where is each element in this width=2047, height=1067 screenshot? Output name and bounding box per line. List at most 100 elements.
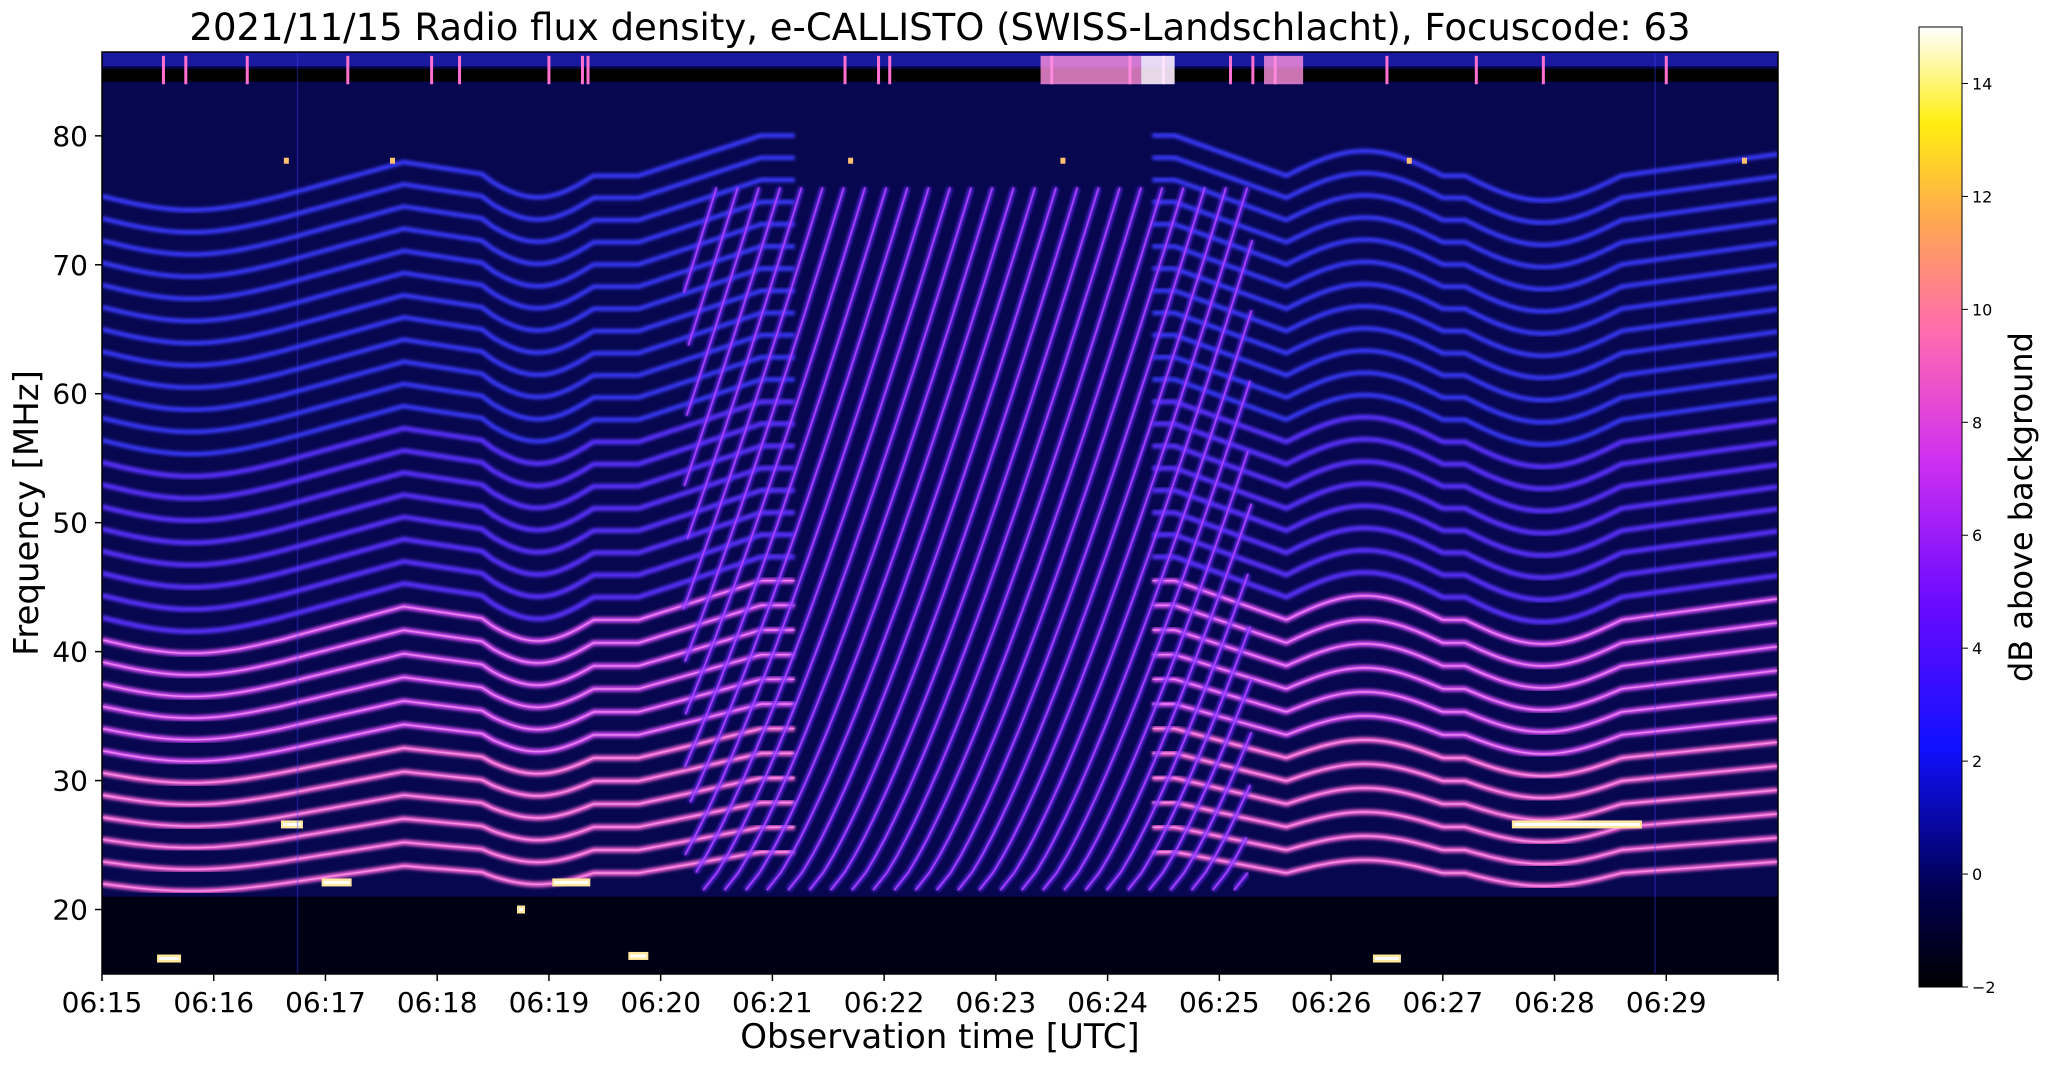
interference-band <box>1152 244 1778 314</box>
x-axis-label: Observation time [UTC] <box>740 1017 1139 1057</box>
y-tick-label: 30 <box>52 765 88 798</box>
interference-band <box>1152 399 1778 470</box>
diagonal-stripe-core <box>957 187 1227 891</box>
y-tick-label: 70 <box>52 249 88 282</box>
colorbar-axis: −2 0 2 4 6 8 10 12 14 <box>1962 74 1996 997</box>
y-tick-label: 60 <box>52 378 88 411</box>
interference-band <box>1152 510 1778 581</box>
interference-band-core <box>1152 727 1778 777</box>
interference-band <box>1152 554 1778 625</box>
interference-band-core <box>102 851 795 892</box>
diagonal-stripe-core <box>1169 731 1253 891</box>
x-axis: 06:15 06:16 06:17 06:18 06:19 06:20 06:21 06:22… <box>62 974 1779 1019</box>
diagonal-stripe-core <box>702 187 973 891</box>
bright-spot-core <box>159 957 180 961</box>
diagonal-stripe-core <box>1063 450 1249 891</box>
y-tick-label: 40 <box>52 636 88 669</box>
interference-band-core <box>102 604 795 676</box>
interference-band <box>102 177 795 257</box>
interference-band <box>102 554 795 635</box>
x-tick-label: 06:15 <box>62 986 143 1019</box>
y-axis-label: Frequency [MHz] <box>7 370 47 656</box>
marker-78mhz <box>1741 157 1747 164</box>
interference-band-core <box>1152 777 1778 821</box>
top-fleck <box>1664 55 1668 85</box>
x-tick-label: 06:21 <box>732 986 813 1019</box>
interference-band <box>102 377 795 457</box>
bright-spot-core <box>1513 822 1640 826</box>
colorbar-tick-label: 12 <box>1972 187 1992 206</box>
diagonal-stripe-core <box>744 187 1015 891</box>
diagonal-stripe-core <box>685 187 760 417</box>
interference-band-core <box>102 752 795 806</box>
diagonal-stripe-core <box>829 187 1100 891</box>
diagonal-stripe-core <box>787 187 1057 891</box>
interference-band <box>102 532 795 612</box>
diagonal-stripe-core <box>684 187 845 663</box>
marker-78mhz <box>390 157 396 164</box>
top-fleck <box>586 55 590 85</box>
top-dark-band <box>102 68 1778 82</box>
interference-band-core <box>1152 604 1778 667</box>
diagonal-stripe-core <box>1084 503 1253 891</box>
interference-band <box>1152 443 1778 514</box>
x-tick-label: 06:18 <box>397 986 478 1019</box>
interference-band-core <box>1152 580 1778 645</box>
interference-band-core <box>1152 654 1778 711</box>
top-fleck <box>1229 55 1233 85</box>
diagonal-stripe-core <box>935 187 1206 891</box>
colorbar-tick-label: 10 <box>1972 300 1992 319</box>
diagonal-stripe-core <box>687 187 739 346</box>
interference-band <box>1152 487 1778 558</box>
interference-band <box>102 155 795 235</box>
top-fleck <box>1541 55 1545 85</box>
interference-band <box>102 487 795 568</box>
marker-78mhz <box>283 157 289 164</box>
colorbar-tick-label: 2 <box>1972 752 1982 771</box>
interference-band <box>102 310 795 390</box>
diagonal-stripe-core <box>872 187 1142 891</box>
interference-band <box>102 288 795 368</box>
x-tick-label: 06:27 <box>1402 986 1483 1019</box>
top-burst-block <box>1264 55 1304 85</box>
colorbar-label: dB above background <box>2002 332 2040 682</box>
interference-band-core <box>102 777 795 827</box>
top-edge-band <box>102 52 1778 67</box>
interference-band <box>102 421 795 501</box>
x-tick-label: 06:19 <box>509 986 590 1019</box>
x-tick-label: 06:20 <box>620 986 701 1019</box>
diagonal-stripe-core <box>683 187 781 487</box>
interference-band <box>102 332 795 412</box>
interference-band <box>1152 355 1778 425</box>
diagonal-stripe-core <box>695 187 951 874</box>
x-tick-label: 06:26 <box>1291 986 1372 1019</box>
diagonal-stripe-core <box>1211 837 1248 891</box>
interference-band-core <box>1152 851 1778 887</box>
interference-band <box>1152 288 1778 359</box>
top-fleck <box>1474 55 1478 85</box>
x-tick-label: 06:16 <box>173 986 254 1019</box>
diagonal-stripe-core <box>851 187 1121 891</box>
diagonal-stripe-core <box>1127 626 1251 891</box>
top-fleck <box>843 55 847 85</box>
top-fleck <box>346 55 350 85</box>
interference-band <box>102 244 795 324</box>
bright-spot-core <box>554 880 589 884</box>
top-fleck <box>245 55 249 85</box>
interference-band-core <box>1152 629 1778 689</box>
interference-band-core <box>1152 678 1778 733</box>
x-tick-label: 06:24 <box>1067 986 1148 1019</box>
interference-band-core <box>1152 752 1778 799</box>
colorbar <box>1918 26 1963 988</box>
interference-band <box>102 355 795 435</box>
interference-band <box>102 133 795 213</box>
x-tick-label: 06:23 <box>956 986 1037 1019</box>
interference-band-core <box>102 801 795 849</box>
colorbar-tick-label: −2 <box>1972 978 1996 997</box>
interference-band-core <box>1152 826 1778 865</box>
bright-spot-core <box>1374 957 1399 961</box>
interference-band-core <box>102 629 795 698</box>
spectrogram-image <box>102 52 1778 974</box>
diagonal-stripe-core <box>1105 573 1249 891</box>
interference-band <box>1152 133 1778 203</box>
